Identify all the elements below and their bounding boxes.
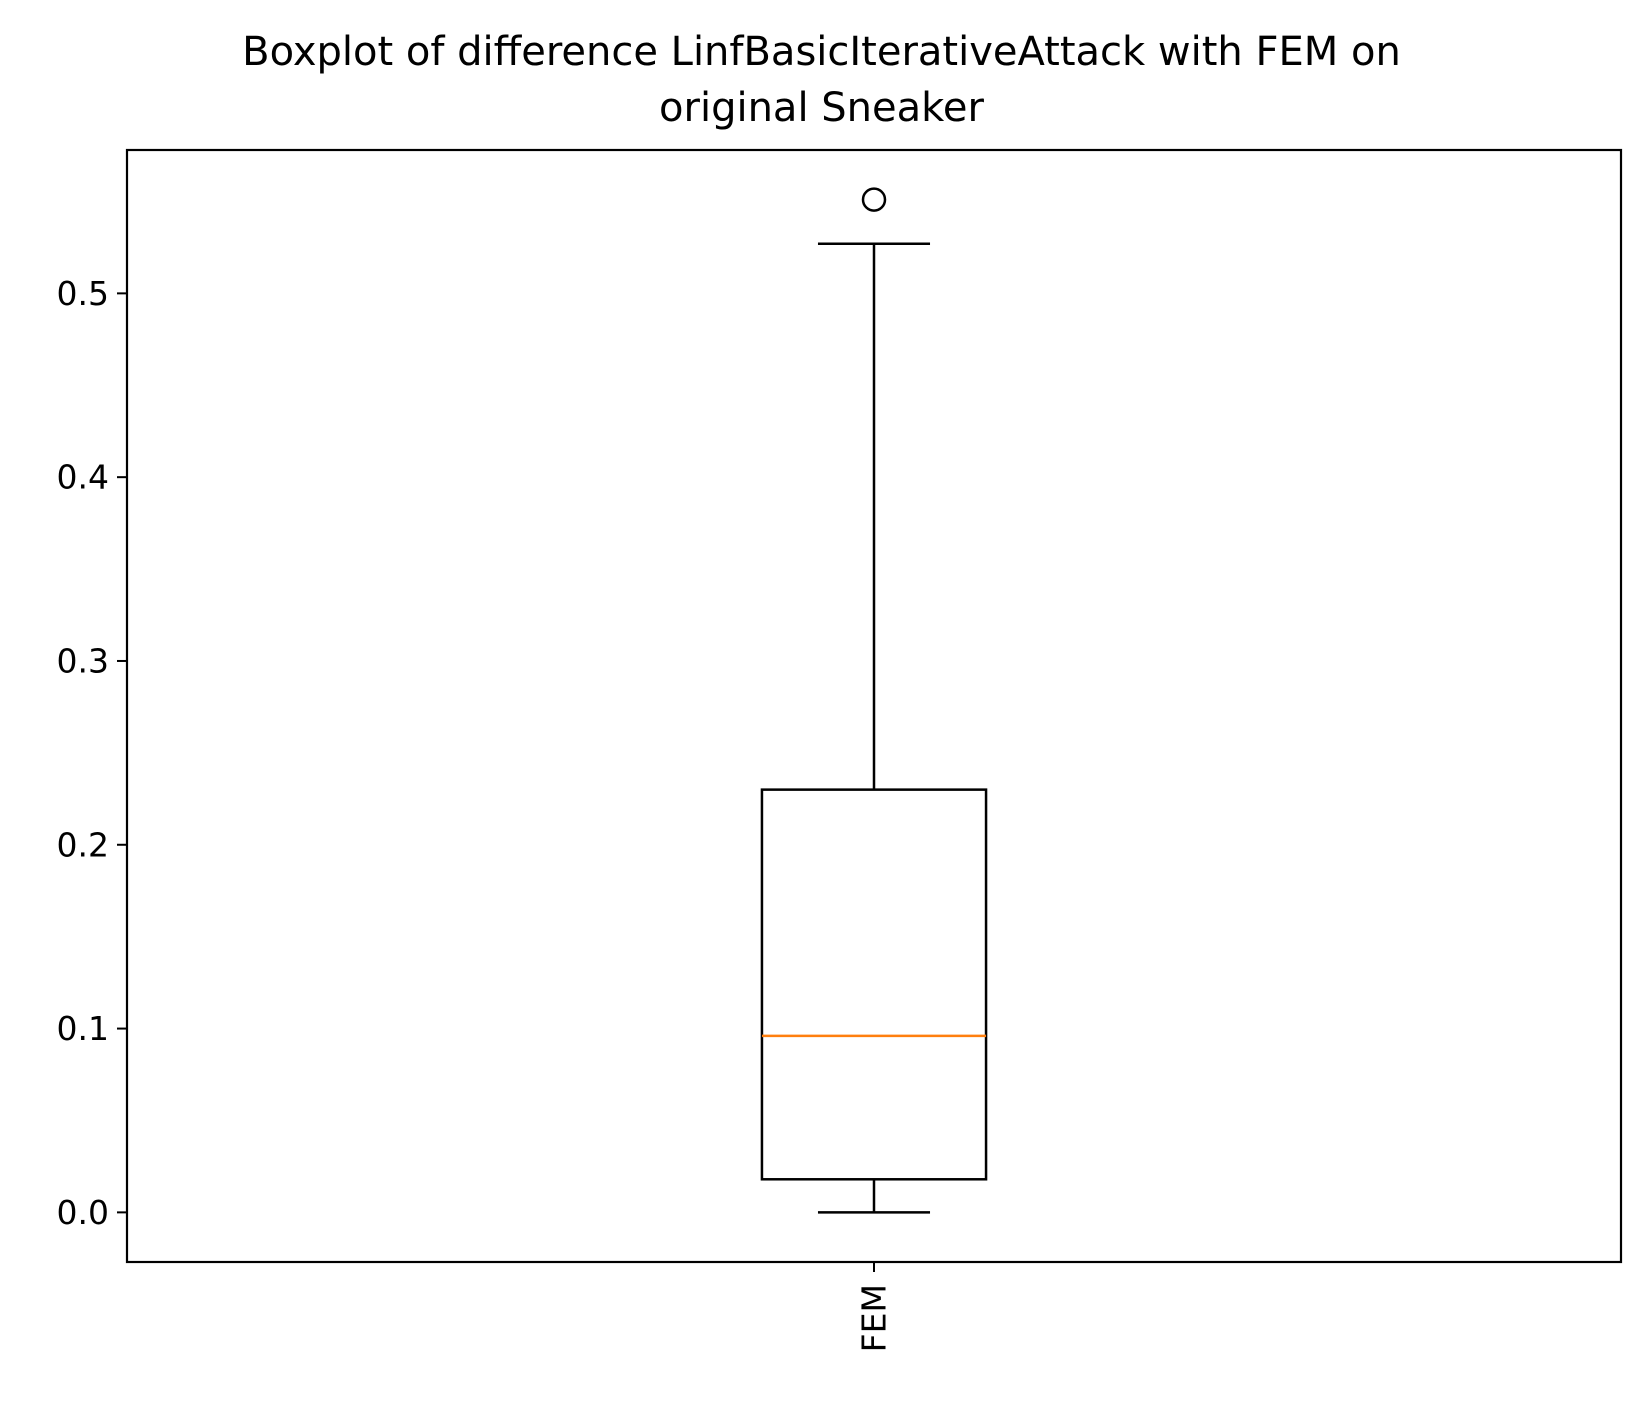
box-group-0 <box>760 187 988 1214</box>
x-axis: FEM <box>855 1262 894 1352</box>
y-tick-label-0: 0.0 <box>57 1193 109 1232</box>
plot-frame <box>125 148 1623 1264</box>
y-tick-label-3: 0.3 <box>57 641 109 680</box>
y-tick-label-2: 0.2 <box>57 825 109 864</box>
chart-title-line-2: original Sneaker <box>659 85 984 131</box>
y-tick-label-5: 0.5 <box>57 274 109 313</box>
y-axis: 0.0 0.1 0.2 0.3 0.4 0.5 <box>57 274 127 1232</box>
box-series <box>760 187 988 1214</box>
chart-title-line-1: Boxplot of difference LinfBasicIterative… <box>242 29 1401 75</box>
outlier-point-0 <box>861 187 887 212</box>
y-tick-label-4: 0.4 <box>57 458 109 497</box>
y-tick-label-1: 0.1 <box>57 1009 109 1048</box>
iqr-box <box>760 788 988 1181</box>
x-tick-label-0: FEM <box>855 1284 894 1352</box>
